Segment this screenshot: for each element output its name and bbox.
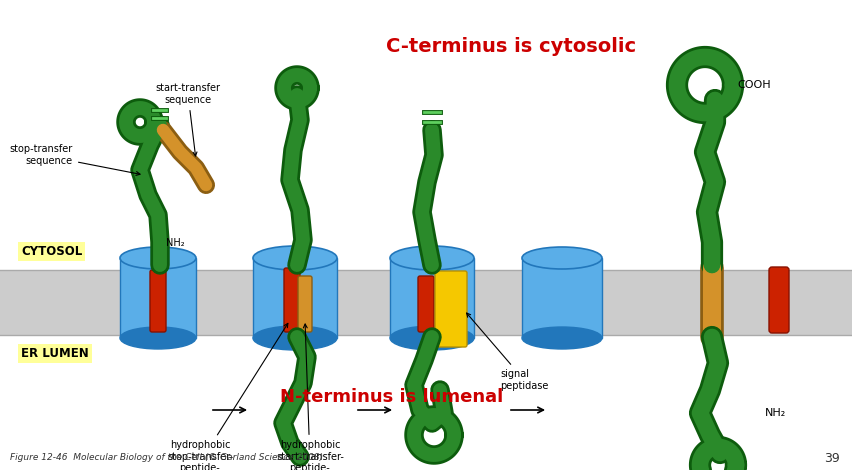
Text: CYTOSOL: CYTOSOL (21, 245, 83, 258)
Text: hydrophobic
start-transfer-
peptide-
binding site: hydrophobic start-transfer- peptide- bin… (276, 324, 344, 470)
Text: start-transfer
sequence: start-transfer sequence (156, 83, 221, 156)
FancyBboxPatch shape (418, 276, 434, 332)
Text: C-terminus is cytosolic: C-terminus is cytosolic (386, 38, 636, 56)
Text: N-terminus is lumenal: N-terminus is lumenal (280, 388, 504, 406)
Text: NH₂: NH₂ (765, 408, 786, 418)
Bar (253, 258, 337, 338)
Ellipse shape (253, 246, 337, 270)
Text: stop-transfer
sequence: stop-transfer sequence (9, 144, 140, 175)
Text: Figure 12-46  Molecular Biology of the Cell (© Garland Science 2008): Figure 12-46 Molecular Biology of the Ce… (10, 454, 323, 462)
FancyBboxPatch shape (769, 267, 789, 333)
Ellipse shape (522, 247, 602, 269)
Text: ER LUMEN: ER LUMEN (21, 347, 89, 360)
Text: 39: 39 (824, 452, 840, 464)
FancyBboxPatch shape (435, 271, 467, 347)
Bar (120, 258, 196, 338)
Text: signal
peptidase: signal peptidase (467, 313, 549, 391)
Ellipse shape (120, 327, 196, 349)
Ellipse shape (390, 326, 474, 350)
Text: hydrophobic
stop-transfer-
peptide-
binding site: hydrophobic stop-transfer- peptide- bind… (167, 323, 288, 470)
FancyBboxPatch shape (150, 270, 166, 332)
FancyBboxPatch shape (284, 268, 300, 332)
Bar (390, 258, 474, 338)
Text: COOH: COOH (737, 80, 770, 90)
Ellipse shape (522, 327, 602, 349)
Ellipse shape (253, 326, 337, 350)
Text: NH₂: NH₂ (166, 238, 185, 248)
Ellipse shape (390, 246, 474, 270)
Bar (0, 270, 852, 335)
FancyBboxPatch shape (298, 276, 312, 332)
Ellipse shape (120, 247, 196, 269)
Bar (522, 258, 602, 338)
